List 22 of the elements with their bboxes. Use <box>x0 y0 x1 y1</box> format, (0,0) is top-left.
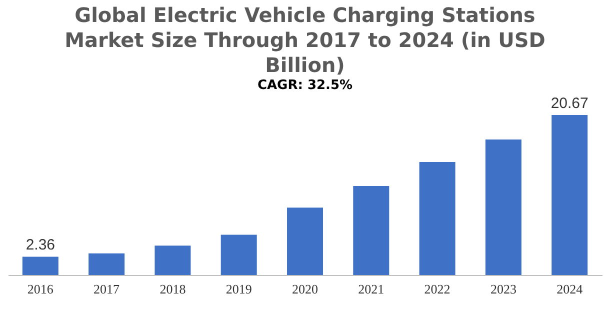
bar <box>154 246 191 275</box>
bar <box>552 115 588 275</box>
x-tick-label: 2021 <box>358 282 384 296</box>
bar <box>353 186 390 275</box>
bar <box>287 208 323 275</box>
data-label: 2.36 <box>26 236 56 254</box>
x-tick-label: 2023 <box>490 282 516 296</box>
x-tick-label: 2020 <box>292 282 318 296</box>
x-tick-label: 2019 <box>226 282 252 296</box>
x-tick-label: 2016 <box>27 282 54 296</box>
x-tick-label: 2017 <box>94 282 120 296</box>
bar <box>485 140 522 275</box>
bar <box>22 256 58 275</box>
bar <box>419 162 456 275</box>
x-tick-label: 2022 <box>424 282 450 296</box>
bar <box>220 234 257 275</box>
chart-subtitle: CAGR: 32.5% <box>257 78 353 93</box>
bar <box>88 253 125 275</box>
chart-title: Global Electric Vehicle Charging Stations Market Size Through 2017 to 2024 (in USD Billion) <box>64 3 546 77</box>
x-tick-label: 2018 <box>160 282 186 296</box>
x-tick-label: 2024 <box>556 282 584 296</box>
data-label: 20.67 <box>550 95 588 112</box>
